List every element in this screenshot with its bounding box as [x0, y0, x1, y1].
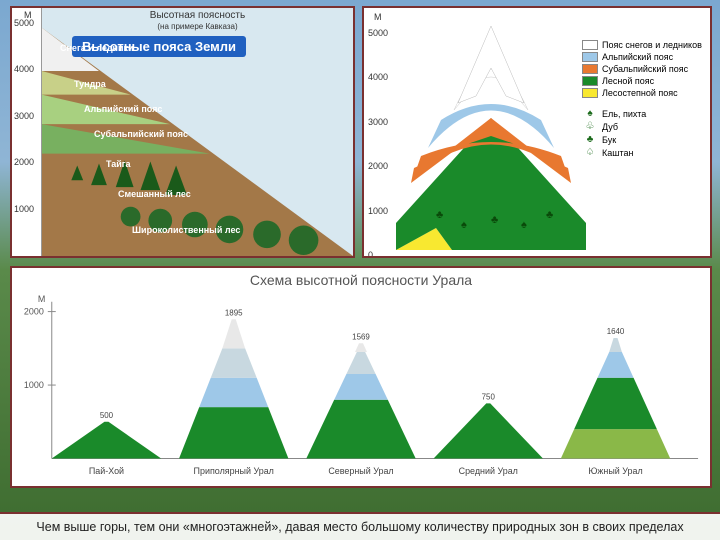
legend-zone-item: Субальпийский пояс [582, 64, 704, 74]
legend-symbol: ♣ [582, 134, 598, 145]
svg-text:1640: 1640 [607, 327, 625, 336]
legend-swatch [582, 40, 598, 50]
svg-text:500: 500 [100, 411, 114, 420]
svg-text:1895: 1895 [225, 308, 243, 317]
caption: Чем выше горы, тем они «многоэтажней», д… [0, 512, 720, 540]
svg-text:M: M [38, 294, 45, 304]
panel1-tick: 5000 [14, 18, 34, 28]
legend-symbol: ♠ [582, 108, 598, 119]
legend-symbol: ♧ [582, 121, 598, 132]
panel2-legend-trees: ♠ Ель, пихта ♧ Дуб ♣ Бук ♤ Каштан [582, 108, 704, 158]
svg-text:♣: ♣ [491, 214, 498, 226]
ural-zone [561, 429, 670, 458]
ural-zone [199, 378, 268, 407]
zone-label: Тундра [74, 79, 106, 89]
legend-tree-item: ♧ Дуб [582, 121, 704, 132]
panel3-inner: Схема высотной поясности Урала 1000 2000 M… [12, 268, 710, 486]
panel2-y-unit: M [374, 12, 382, 22]
legend-label: Ель, пихта [602, 109, 646, 119]
panel2-tick: 0 [368, 250, 373, 256]
legend-swatch [582, 88, 598, 98]
ural-zone [222, 319, 245, 348]
legend-swatch [582, 52, 598, 62]
panel3-title: Схема высотной поясности Урала [12, 268, 710, 292]
panel1-small-title: Высотная поясность (на примере Кавказа) [42, 10, 353, 32]
legend-label: Пояс снегов и ледников [602, 40, 702, 50]
svg-text:♣: ♣ [436, 209, 443, 221]
panel-mountain-legend: M 0 1000 2000 3000 4000 5000 ♣ ♠ ♣ ♠ ♣ Пояс снег… [362, 6, 712, 258]
zone-label: Тайга [106, 159, 131, 169]
panel2-tick: 2000 [368, 161, 388, 171]
panel2-legend: Пояс снегов и ледников Альпийский пояс Суб… [582, 38, 704, 160]
legend-label: Каштан [602, 148, 633, 158]
legend-label: Лесостепной пояс [602, 88, 678, 98]
ural-zone [355, 343, 367, 352]
legend-label: Дуб [602, 122, 618, 132]
panel1-tick: 2000 [14, 157, 34, 167]
ural-zone [334, 374, 388, 400]
ural-zone [52, 422, 161, 459]
svg-text:1000: 1000 [24, 380, 44, 390]
panel1-tick: 3000 [14, 111, 34, 121]
panel2-tick: 5000 [368, 28, 388, 38]
panel1-inner: M 10002000300040005000 Высотная поясност… [12, 8, 353, 256]
panel1-tick: 1000 [14, 204, 34, 214]
legend-tree-item: ♣ Бук [582, 134, 704, 145]
zone-label: Смешанный лес [118, 189, 191, 199]
panel2-inner: M 0 1000 2000 3000 4000 5000 ♣ ♠ ♣ ♠ ♣ Пояс снег… [364, 8, 710, 256]
svg-text:♠: ♠ [461, 219, 467, 231]
ural-zone [609, 338, 622, 352]
legend-tree-item: ♠ Ель, пихта [582, 108, 704, 119]
zone-label: Альпийский пояс [84, 104, 162, 114]
svg-text:Северный Урал: Северный Урал [328, 466, 393, 476]
panel3-svg: 1000 2000 M 500 Пай-Хой 1895 Приполярный Урал 1… [12, 292, 710, 484]
svg-text:Приполярный Урал: Приполярный Урал [194, 466, 274, 476]
legend-zone-item: Альпийский пояс [582, 52, 704, 62]
legend-label: Субальпийский пояс [602, 64, 688, 74]
legend-swatch [582, 76, 598, 86]
panel-caucasus: M 10002000300040005000 Высотная поясност… [10, 6, 355, 258]
ural-zone [598, 352, 634, 378]
ural-zone [574, 378, 657, 429]
panel1-small-title-text: Высотная поясность [150, 10, 245, 21]
legend-zone-item: Лесостепной пояс [582, 88, 704, 98]
svg-text:1569: 1569 [352, 332, 370, 341]
panel2-tick: 1000 [368, 206, 388, 216]
panel2-mountain-svg: ♣ ♠ ♣ ♠ ♣ [396, 18, 586, 250]
svg-text:Пай-Хой: Пай-Хой [89, 466, 124, 476]
caption-text: Чем выше горы, тем они «многоэтажней», д… [36, 520, 683, 534]
panel1-small-sub: (на примере Кавказа) [157, 22, 237, 31]
legend-swatch [582, 64, 598, 74]
legend-zone-item: Пояс снегов и ледников [582, 40, 704, 50]
svg-text:♠: ♠ [521, 219, 527, 231]
panel2-tick: 4000 [368, 72, 388, 82]
legend-label: Лесной пояс [602, 76, 654, 86]
svg-text:Средний Урал: Средний Урал [459, 466, 518, 476]
panel1-yaxis [12, 8, 42, 256]
svg-text:♣: ♣ [546, 209, 553, 221]
zone-label: Широколиственный лес [132, 225, 240, 235]
panel2-tick: 3000 [368, 117, 388, 127]
panel1-tick: 4000 [14, 64, 34, 74]
panel-ural: Схема высотной поясности Урала 1000 2000 M… [10, 266, 712, 488]
ural-zone [306, 400, 415, 459]
zone-label: Субальпийский пояс [94, 129, 188, 139]
legend-label: Бук [602, 135, 616, 145]
ural-zone [211, 348, 257, 377]
svg-text:750: 750 [482, 393, 496, 402]
zone-label: Снега и ледники [60, 43, 134, 53]
panel2-legend-zones: Пояс снегов и ледников Альпийский пояс Суб… [582, 40, 704, 98]
ural-zone [179, 407, 288, 458]
legend-label: Альпийский пояс [602, 52, 673, 62]
ural-zone [434, 403, 543, 458]
legend-zone-item: Лесной пояс [582, 76, 704, 86]
svg-text:Южный Урал: Южный Урал [588, 466, 642, 476]
ural-zone [346, 352, 375, 374]
legend-tree-item: ♤ Каштан [582, 147, 704, 158]
legend-symbol: ♤ [582, 147, 598, 158]
svg-text:2000: 2000 [24, 307, 44, 317]
